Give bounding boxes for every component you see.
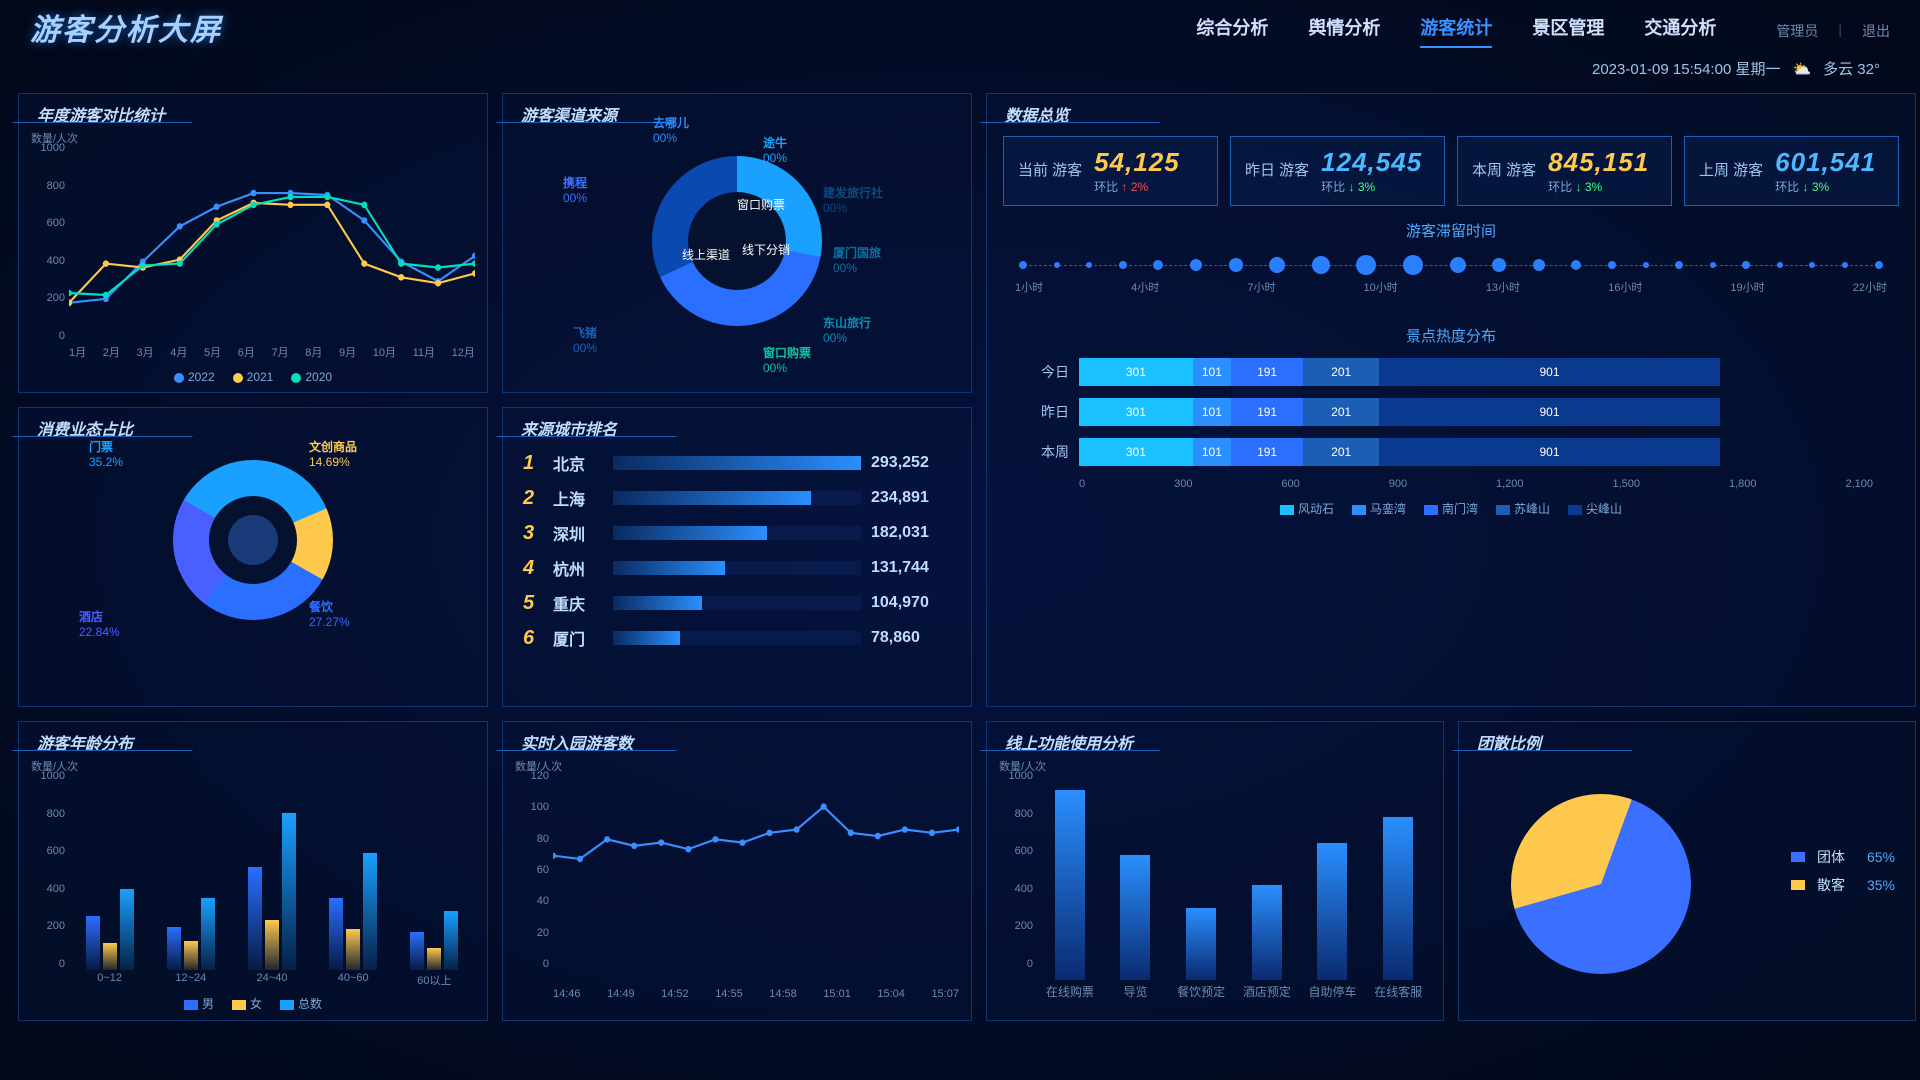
stay-dot <box>1492 258 1506 272</box>
panel-group: 团散比例 团体65%散客35% <box>1458 721 1916 1021</box>
stay-dot <box>1875 261 1883 269</box>
stay-dot <box>1675 261 1683 269</box>
panel-title: 实时入园游客数 <box>515 730 959 754</box>
stay-dot <box>1571 260 1581 270</box>
rank-row: 6厦门78,860 <box>523 626 951 650</box>
stay-dot <box>1356 255 1376 275</box>
nav-item[interactable]: 交通分析 <box>1644 14 1716 48</box>
stay-dot <box>1086 262 1092 268</box>
stat-card: 当前 游客54,125环比 ↑ 2% <box>1003 136 1218 206</box>
panel-title: 线上功能使用分析 <box>999 730 1431 754</box>
rank-row: 3深圳182,031 <box>523 521 951 545</box>
panel-realtime: 实时入园游客数 数量/人次 120100806040200 14:4614:49… <box>502 721 972 1021</box>
nav-aux: 管理员 | 退出 <box>1776 21 1890 41</box>
stay-dot <box>1190 259 1202 271</box>
panel-title: 来源城市排名 <box>515 416 959 440</box>
stay-title: 游客滞留时间 <box>999 220 1903 241</box>
stay-dot <box>1809 262 1815 268</box>
heat-row: 昨日301101191201901 <box>1029 398 1873 426</box>
heat-title: 景点热度分布 <box>999 325 1903 346</box>
panel-overview: 数据总览 当前 游客54,125环比 ↑ 2%昨日 游客124,545环比 ↓ … <box>986 93 1916 707</box>
panel-title: 年度游客对比统计 <box>31 102 475 126</box>
panel-title: 游客渠道来源 <box>515 102 959 126</box>
stay-dot <box>1403 255 1423 275</box>
stay-dot <box>1312 256 1330 274</box>
nav-item[interactable]: 综合分析 <box>1196 14 1268 48</box>
admin-link[interactable]: 管理员 <box>1776 21 1818 41</box>
stay-dot <box>1842 262 1848 268</box>
stay-dot <box>1119 261 1127 269</box>
stay-dot <box>1742 261 1750 269</box>
panel-online: 线上功能使用分析 数量/人次 10008006004002000 在线购票导览餐… <box>986 721 1444 1021</box>
rank-row: 5重庆104,970 <box>523 591 951 615</box>
stat-card: 本周 游客845,151环比 ↓ 3% <box>1457 136 1672 206</box>
nav-item[interactable]: 舆情分析 <box>1308 14 1380 48</box>
nav-item[interactable]: 游客统计 <box>1420 14 1492 48</box>
panel-ranking: 来源城市排名 1北京293,252 2上海234,891 3深圳182,031 4杭州… <box>502 407 972 707</box>
page-title: 游客分析大屏 <box>30 5 222 49</box>
heat-row: 本周301101191201901 <box>1029 438 1873 466</box>
stay-dot <box>1533 259 1545 271</box>
panel-channel: 游客渠道来源 窗口购票线上渠道线下分销 途牛00%去哪儿00%携程00%飞猪00… <box>502 93 972 393</box>
stay-dot <box>1229 258 1243 272</box>
weather-icon: ⛅ <box>1792 60 1811 78</box>
panel-yearly: 年度游客对比统计 数量/人次 10008006004002000 1月2月3月4… <box>18 93 488 393</box>
main-nav: 综合分析 舆情分析 游客统计 景区管理 交通分析 管理员 | 退出 <box>1196 14 1890 48</box>
stay-dot <box>1054 262 1060 268</box>
panel-title: 消费业态占比 <box>31 416 475 440</box>
stay-dot <box>1643 262 1649 268</box>
logout-link[interactable]: 退出 <box>1862 21 1890 41</box>
stay-dot <box>1608 261 1616 269</box>
stat-card: 昨日 游客124,545环比 ↓ 3% <box>1230 136 1445 206</box>
panel-age: 游客年龄分布 数量/人次 10008006004002000 0~1212~24… <box>18 721 488 1021</box>
heat-row: 今日301101191201901 <box>1029 358 1873 386</box>
rank-row: 4杭州131,744 <box>523 556 951 580</box>
nav-item[interactable]: 景区管理 <box>1532 14 1604 48</box>
rank-row: 1北京293,252 <box>523 451 951 475</box>
datetime-text: 2023-01-09 15:54:00 星期一 <box>1592 58 1780 79</box>
weather-text: 多云 32° <box>1823 58 1880 79</box>
stay-dot <box>1450 257 1466 273</box>
stay-dot <box>1777 262 1783 268</box>
rank-row: 2上海234,891 <box>523 486 951 510</box>
panel-title: 游客年龄分布 <box>31 730 475 754</box>
panel-consume: 消费业态占比 门票35.2%文创商品14.69%餐饮27.27%酒店22.84% <box>18 407 488 707</box>
stay-dot <box>1269 257 1285 273</box>
panel-title: 数据总览 <box>999 102 1903 126</box>
stat-card: 上周 游客601,541环比 ↓ 3% <box>1684 136 1899 206</box>
stay-dot <box>1710 262 1716 268</box>
stay-dot <box>1019 261 1027 269</box>
stay-dot <box>1153 260 1163 270</box>
panel-title: 团散比例 <box>1471 730 1903 754</box>
